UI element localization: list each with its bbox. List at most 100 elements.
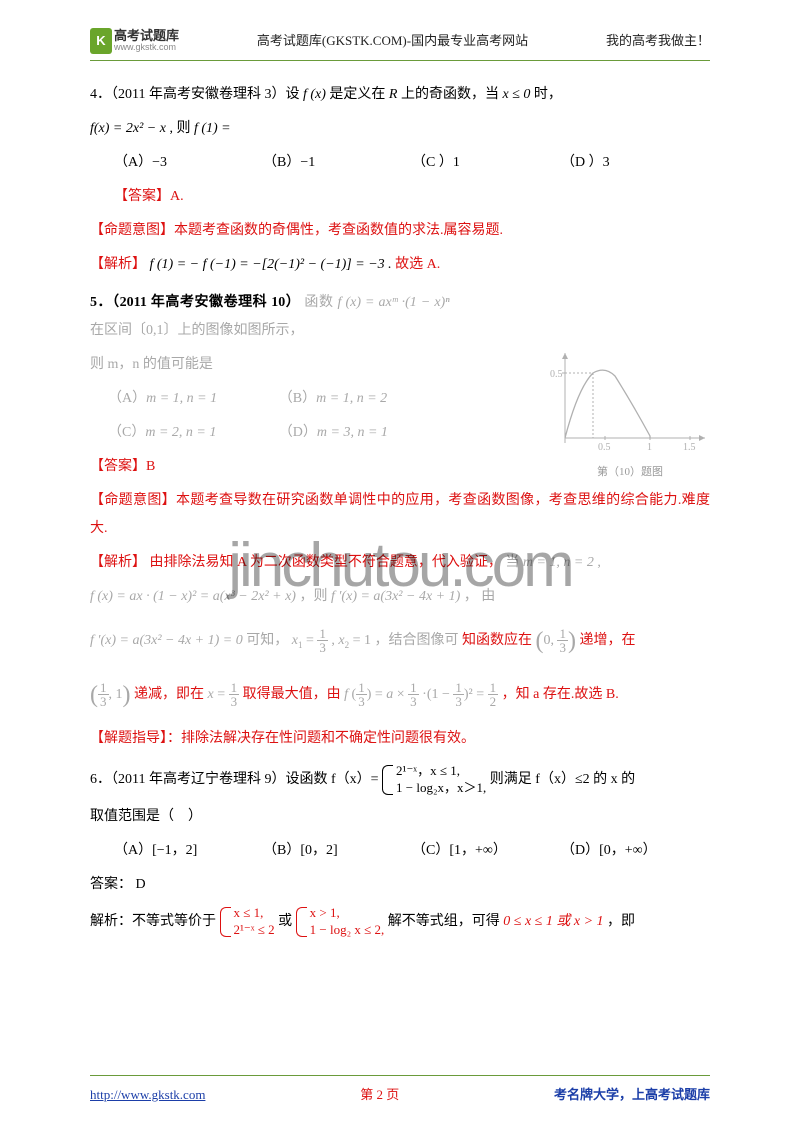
q6-options: （A）[−1，2] （B）[0，2] （C）[1，+∞） （D）[0，+∞） — [114, 837, 710, 865]
q5-dec: (13, 1) 递减，即在 x = 13 取得最大值，由 f (13) = a … — [90, 671, 710, 719]
q4-stem-a: 4．（2011 年高考安徽卷理科 3）设 — [90, 87, 303, 102]
q5-ana-c: 当 — [505, 555, 523, 570]
q6-ans-label: 答案： — [90, 877, 132, 892]
q4-stem-line1: 4．（2011 年高考安徽卷理科 3）设 f (x) 是定义在 R 上的奇函数，… — [90, 81, 710, 109]
q5-fp0: f ′(x) = a(3x² − 4x + 1) = 0 — [90, 633, 243, 648]
q6-stem-a: 6．（2011 年高考辽宁卷理科 9）设函数 f（x）= — [90, 772, 382, 787]
q4-analysis: 【解析】 f (1) = − f (−1) = −[2(−1)² − (−1)]… — [90, 251, 710, 279]
q4-option-c: （C ）1 — [412, 149, 561, 177]
logo-text: 高考试题库 www.gkstk.com — [114, 29, 179, 53]
q4-fx: f (x) — [303, 87, 326, 102]
q6-ans-val: D — [136, 877, 146, 892]
q4-ana-label: 【解析】 — [90, 257, 146, 272]
q5-dec-a: 递减，即在 — [134, 687, 208, 702]
q5-roots-c: 知函数应在 — [462, 633, 536, 648]
q5-answer: 【答案】B — [90, 453, 710, 481]
q6-ana-c: ，即 — [607, 914, 635, 929]
q5-ana-d: m = 1, n = 2 — [523, 555, 594, 570]
page-footer: http://www.gkstk.com 第 2 页 考名牌大学，上高考试题库 — [90, 1075, 710, 1108]
q4-line2-b: , 则 — [169, 121, 194, 136]
q6-sys2-a: x > 1, — [310, 905, 385, 922]
q4-ana-expr: f (1) = − f (−1) = −[2(−1)² − (−1)] = −3… — [150, 257, 392, 272]
footer-url[interactable]: http://www.gkstk.com — [90, 1082, 205, 1108]
q6-piece1: 2¹⁻ˣ，x ≤ 1, — [396, 763, 486, 780]
q5-optC-label: （C） — [108, 425, 145, 440]
q5-fp-b: ， 由 — [464, 589, 496, 604]
header-center: 高考试题库(GKSTK.COM)-国内最专业高考网站 — [257, 28, 528, 54]
q5-fp0-b: 可知， — [246, 633, 288, 648]
q4-options: （A）−3 （B）−1 （C ）1 （D ）3 — [114, 149, 710, 177]
q5-roots-b: ，结合图像可 — [374, 633, 458, 648]
q5-interval-2: (13, 1) — [90, 687, 134, 702]
q4-option-a: （A）−3 — [114, 149, 263, 177]
q5-x13: x = 13 — [208, 687, 240, 702]
q5-fx-expr: f (x) = ax · (1 − x)² = a(x³ − 2x² + x) — [90, 589, 296, 604]
q4-cond: x ≤ 0 — [502, 87, 530, 102]
q6-option-a: （A）[−1，2] — [114, 837, 263, 865]
footer-slogan: 考名牌大学，上高考试题库 — [554, 1082, 710, 1108]
q4-ana-tail: 故选 A. — [395, 257, 440, 272]
footer-page: 第 2 页 — [360, 1082, 399, 1108]
q5-fx: f (x) = axᵐ ·(1 − x)ⁿ — [338, 295, 450, 310]
q6-analysis: 解析：不等式等价于 x ≤ 1, 2¹⁻ˣ ≤ 2 或 x > 1, 1 − l… — [90, 905, 710, 939]
q4-answer: 【答案】A. — [114, 183, 710, 211]
q6-sys2: x > 1, 1 − log₂ x ≤ 2, — [296, 905, 385, 939]
q5-option-d: （D）m = 3, n = 1 — [279, 419, 450, 447]
q5-interval-1: (0, 13) — [535, 633, 579, 648]
q4-R: R — [389, 87, 398, 102]
q5-optA-label: （A） — [108, 391, 146, 406]
q5-options-row1: （A）m = 1, n = 1 （B）m = 1, n = 2 — [108, 385, 450, 413]
q6-sys1-a: x ≤ 1, — [234, 905, 275, 922]
q5-roots-x: x1 = 13 , x2 = 1 — [292, 633, 375, 648]
q5-stem-d: 在区间〔0,1〕上的图像如图所示， — [90, 323, 304, 338]
q6-stem-b: 则满足 f（x）≤2 的 x 的 — [490, 772, 635, 787]
q5-option-a: （A）m = 1, n = 1 — [108, 385, 279, 413]
q6-piecewise: 2¹⁻ˣ，x ≤ 1, 1 − log₂x，x＞1, — [382, 763, 486, 797]
q5-fx-expand: f (x) = ax · (1 − x)² = a(x³ − 2x² + x) … — [90, 583, 710, 611]
q5-ana-label: 【解析】 — [90, 555, 146, 570]
q5-ana-e: , — [597, 555, 601, 570]
page-header: K 高考试题库 www.gkstk.com 高考试题库(GKSTK.COM)-国… — [90, 28, 710, 61]
q5-optB-label: （B） — [279, 391, 316, 406]
q4-stem-line2: f(x) = 2x² − x , 则 f (1) = — [90, 115, 710, 143]
q5-guide: 【解题指导】：排除法解决存在性问题和不确定性问题很有效。 — [90, 725, 710, 753]
q6-ana-a: 解析：不等式等价于 — [90, 914, 216, 929]
q4-f1: f (1) = — [194, 121, 231, 136]
q5-fx-b: ，则 — [299, 589, 331, 604]
q5-optD-label: （D） — [279, 425, 317, 440]
q5-intent: 【命题意图】本题考查导数在研究函数单调性中的应用，考查函数图像，考查思维的综合能… — [90, 487, 710, 543]
q5-roots-d: 递增，在 — [579, 633, 635, 648]
q5-optB-m: m = 1, n = 2 — [316, 391, 387, 406]
q5-stem-a: 5．（2011 年高考安徽卷理科 10） — [90, 295, 300, 310]
q4-stem-b: 是定义在 — [329, 87, 389, 102]
q6-range: 0 ≤ x ≤ 1 或 x > 1 — [503, 914, 603, 929]
q4-intent: 【命题意图】本题考查函数的奇偶性，考查函数值的求法.属容易题. — [90, 217, 710, 245]
q5-option-b: （B）m = 1, n = 2 — [279, 385, 450, 413]
q5-option-c: （C）m = 2, n = 1 — [108, 419, 279, 447]
q4-fx-def: f(x) = 2x² − x — [90, 121, 166, 136]
q5-dec-c: ，知 a 存在.故选 B. — [502, 687, 619, 702]
q6-mid: 或 — [278, 914, 296, 929]
q6-stem-c: 取值范围是（ ） — [90, 803, 710, 831]
q5-analysis-1: 【解析】 由排除法易知 A 为二次函数类型不符合题意，代入验证， 当 m = 1… — [90, 549, 710, 577]
logo-cn: 高考试题库 — [114, 29, 179, 43]
q5-dec-b: 取得最大值，由 — [243, 687, 345, 702]
q6-option-c: （C）[1，+∞） — [412, 837, 561, 865]
q4-stem-d: 时， — [534, 87, 562, 102]
logo-url: www.gkstk.com — [114, 43, 179, 53]
q4-stem-c: 上的奇函数，当 — [401, 87, 503, 102]
q4-option-b: （B）−1 — [263, 149, 412, 177]
q6-answer: 答案： D — [90, 871, 710, 899]
logo-badge: K — [90, 28, 112, 54]
q5-fp: f ′(x) = a(3x² − 4x + 1) — [331, 589, 460, 604]
q6-piece2: 1 − log₂x，x＞1, — [396, 780, 486, 797]
q6-sys1: x ≤ 1, 2¹⁻ˣ ≤ 2 — [220, 905, 275, 939]
q5-stem-line1: 5．（2011 年高考安徽卷理科 10） 函数 f (x) = axᵐ ·(1 … — [90, 289, 450, 345]
q5-ana-b: 由排除法易知 A 为二次函数类型不符合题意，代入验证， — [150, 555, 502, 570]
q6-option-b: （B）[0，2] — [263, 837, 412, 865]
q4-option-d: （D ）3 — [561, 149, 710, 177]
q6-sys2-b: 1 − log₂ x ≤ 2, — [310, 922, 385, 939]
q5-options-row2: （C）m = 2, n = 1 （D）m = 3, n = 1 — [108, 419, 450, 447]
q5-stem-b: 函数 — [304, 295, 337, 310]
q5-f13-expr: f (13) = a × 13 ·(1 − 13)² = 12 — [344, 687, 502, 702]
